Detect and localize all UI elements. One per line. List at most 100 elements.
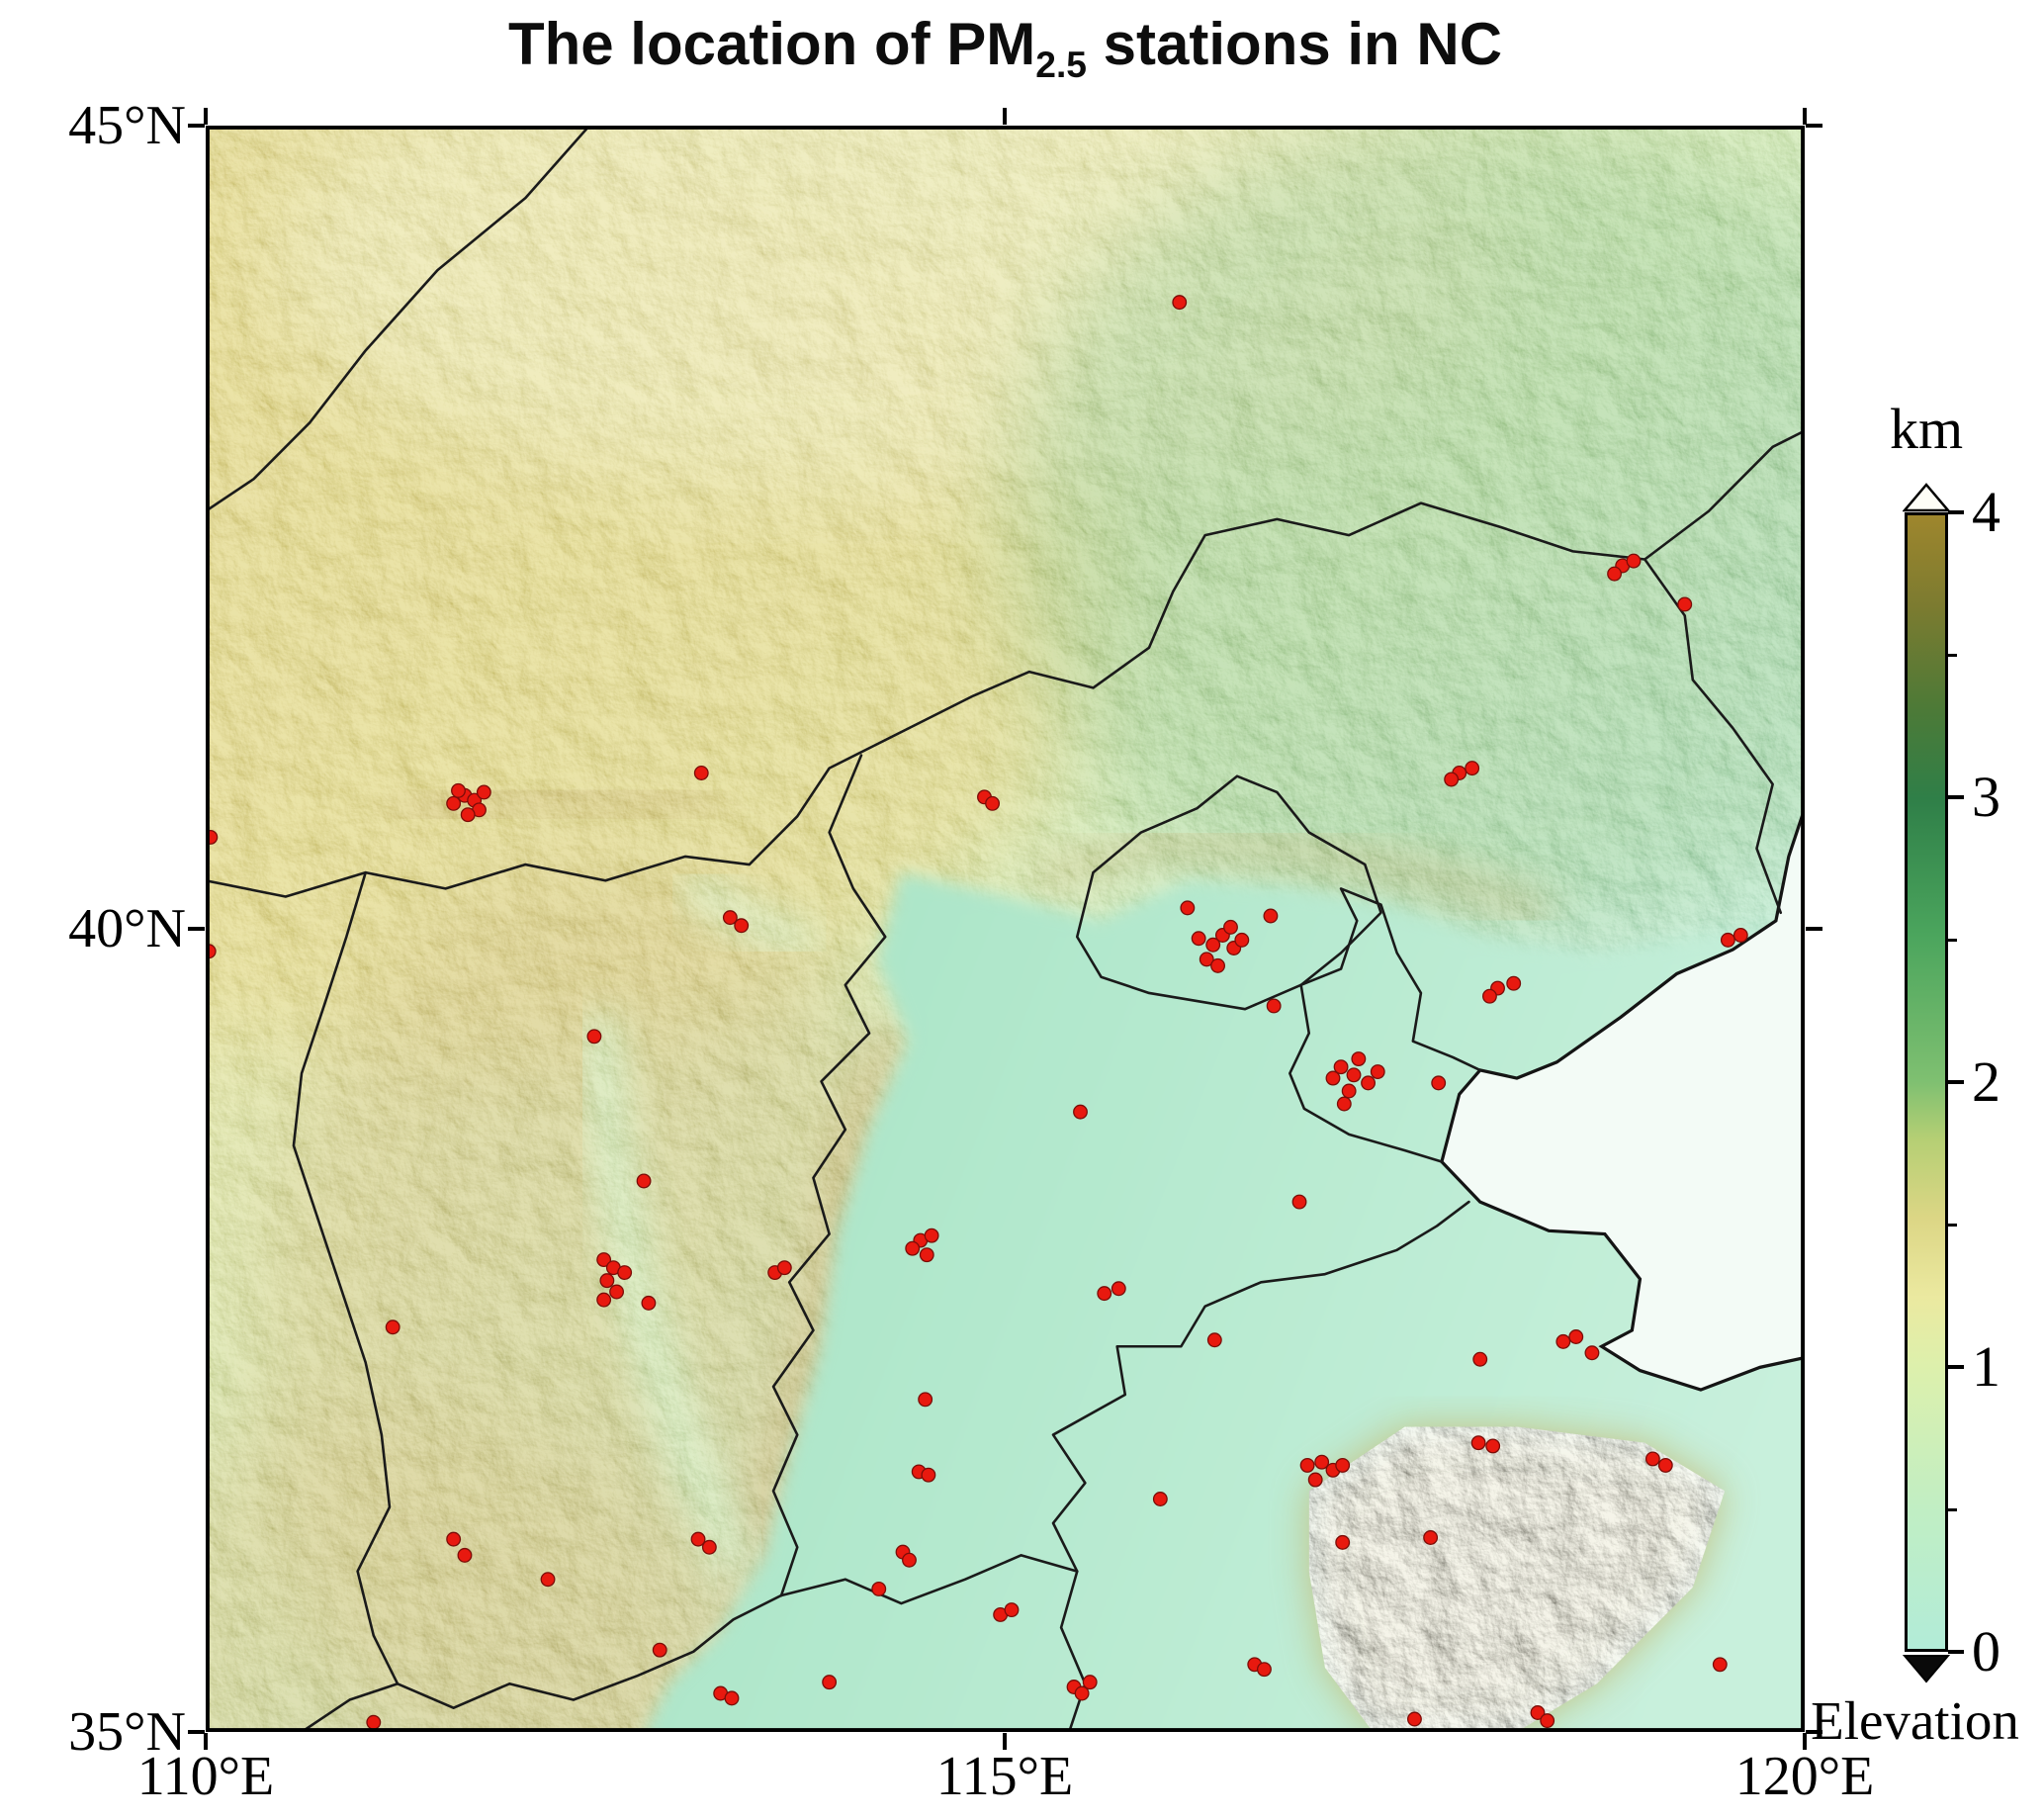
pm25-station-dot: [1540, 1713, 1555, 1729]
pm25-station-dot: [1191, 931, 1206, 947]
pm25-station-dot: [1472, 1351, 1488, 1367]
boundary-liaoning: [1644, 429, 1805, 561]
axis-tick: [1806, 1730, 1822, 1734]
boundary-yellow-river: [292, 870, 400, 1685]
pm25-station-dot: [918, 1392, 933, 1408]
pm25-station-dot: [919, 1247, 934, 1263]
pm25-station-dot: [1097, 1286, 1112, 1302]
axis-tick: [204, 1733, 208, 1750]
pm25-station-dot: [902, 1552, 917, 1568]
pm25-station-dot: [652, 1642, 667, 1658]
boundary-beijing: [1075, 774, 1382, 1011]
pm25-station-dot: [1444, 772, 1460, 787]
pm25-station-dot: [1314, 1454, 1330, 1470]
pm25-station-dot: [460, 807, 476, 823]
colorbar-bar: [1905, 512, 1948, 1652]
colorbar-tickmark: [1948, 654, 1957, 657]
pm25-station-dot: [1530, 1705, 1546, 1720]
y-axis-label-40N: 40°N: [68, 898, 186, 959]
pm25-station-dot: [1266, 998, 1282, 1014]
pm25-station-dot: [871, 1581, 887, 1596]
axis-tick: [188, 1730, 205, 1734]
axis-tick: [204, 108, 208, 125]
pm25-station-dot: [1644, 1451, 1660, 1467]
pm25-station-dot: [1431, 1075, 1447, 1091]
pm25-station-dot: [924, 1228, 939, 1243]
pm25-station-dot: [1111, 1281, 1126, 1297]
pm25-station-dot: [609, 1284, 625, 1300]
y-axis-label-45N: 45°N: [68, 95, 186, 156]
colorbar-tick-0: 0: [1972, 1619, 2000, 1683]
pm25-station-dot: [457, 1547, 473, 1563]
map-area: [206, 126, 1805, 1732]
pm25-station-dot: [446, 795, 462, 811]
colorbar-arrow-down-icon: [1903, 1655, 1950, 1683]
pm25-station-dot: [1465, 761, 1480, 776]
colorbar-unit-label: km: [1889, 397, 1964, 461]
colorbar-tickmark: [1948, 1650, 1964, 1654]
pm25-station-dot: [734, 918, 750, 934]
pm25-station-dot: [1223, 919, 1238, 935]
boundary-hebei-henan: [779, 1554, 1087, 1732]
axis-tick: [188, 124, 205, 128]
axis-tick: [188, 927, 205, 931]
pm25-station-dot: [1506, 975, 1522, 991]
pm25-station-dot: [1677, 596, 1693, 612]
pm25-station-dot: [1180, 900, 1196, 916]
colorbar-tickmark: [1948, 1508, 1957, 1511]
pm25-station-dot: [1325, 1070, 1341, 1086]
pm25-station-dot: [1291, 1194, 1307, 1210]
axis-tick: [1803, 1733, 1807, 1750]
colorbar-tick-1: 1: [1972, 1334, 2000, 1399]
pm25-station-dot: [617, 1265, 633, 1281]
colorbar-caption: Elevation: [1811, 1690, 2019, 1751]
pm25-station-dot: [446, 1531, 462, 1547]
pm25-station-dot: [1351, 1051, 1367, 1067]
x-axis-label-120E: 120°E: [1734, 1746, 1875, 1807]
pm25-station-dot: [1370, 1064, 1385, 1080]
boundary-tianjin: [1289, 887, 1482, 1163]
pm25-station-dot: [822, 1675, 838, 1690]
colorbar-tickmark: [1948, 939, 1957, 942]
pm25-station-dot: [985, 795, 1001, 811]
pm25-station-dot: [722, 910, 738, 926]
title-subscript: 2.5: [1035, 44, 1087, 85]
pm25-station-dot: [1073, 1104, 1088, 1120]
pm25-station-dot: [385, 1319, 400, 1335]
province-boundaries: [206, 126, 1805, 1732]
axis-tick: [1806, 124, 1822, 128]
pm25-station-dot: [905, 1240, 921, 1256]
colorbar-tickmark: [1948, 1224, 1957, 1227]
colorbar-tickmark: [1948, 1080, 1964, 1084]
pm25-station-dot: [1346, 1067, 1362, 1083]
pm25-station-dot: [1584, 1345, 1600, 1361]
pm25-station-dot: [1307, 1472, 1323, 1488]
pm25-station-dot: [1657, 1457, 1673, 1473]
boundary-shanxi-hebei: [771, 754, 887, 1597]
bohai-sea: [1440, 807, 1805, 1392]
pm25-station-dot: [596, 1252, 612, 1268]
map-frame: [206, 126, 1805, 1732]
pm25-station-dot: [1712, 1657, 1728, 1673]
pm25-station-dot: [366, 1714, 382, 1730]
pm25-station-dot: [1234, 932, 1250, 948]
pm25-station-dot: [1626, 553, 1642, 569]
pm25-station-dot: [776, 1260, 792, 1276]
x-axis-label-115E: 115°E: [935, 1746, 1074, 1807]
pm25-station-dot: [1004, 1602, 1020, 1618]
pm25-station-dot: [1568, 1329, 1584, 1344]
pm25-station-dot: [596, 1292, 612, 1308]
pm25-station-dot: [451, 782, 466, 798]
y-axis-label-35N: 35°N: [68, 1701, 186, 1763]
pm25-station-dot: [1335, 1534, 1351, 1550]
pm25-station-dot: [1199, 952, 1214, 967]
pm25-station-dot: [1336, 1096, 1352, 1112]
terrain-map: [206, 126, 1805, 1732]
boundary-shanxi-henan: [300, 1593, 783, 1732]
axis-tick: [1806, 927, 1822, 931]
pm25-station-dot: [1152, 1492, 1168, 1506]
pm25-station-dot: [1205, 937, 1221, 953]
colorbar-tick-2: 2: [1972, 1049, 2000, 1114]
pm25-station-dot: [690, 1531, 706, 1547]
